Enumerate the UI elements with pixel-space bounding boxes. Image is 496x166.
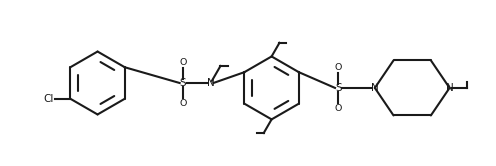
Text: Cl: Cl	[43, 94, 54, 104]
Text: O: O	[180, 58, 187, 67]
Text: N: N	[446, 83, 453, 93]
Text: O: O	[335, 104, 342, 113]
Text: N: N	[371, 83, 379, 93]
Text: S: S	[335, 83, 342, 93]
Text: S: S	[180, 78, 186, 88]
Text: O: O	[180, 99, 187, 108]
Text: N: N	[207, 78, 214, 88]
Text: O: O	[335, 63, 342, 72]
